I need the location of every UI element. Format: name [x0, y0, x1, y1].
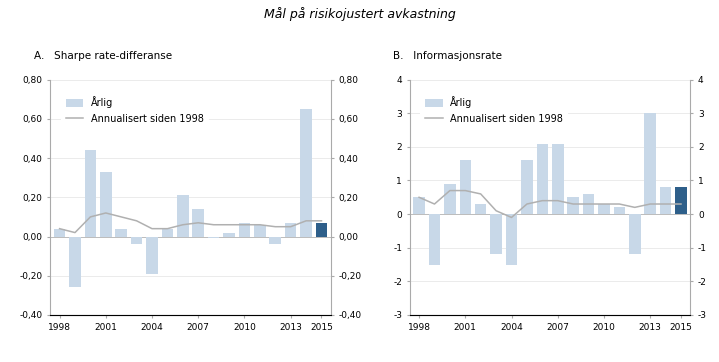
Bar — [413, 197, 425, 214]
Bar — [583, 194, 595, 214]
Bar — [613, 207, 625, 214]
Bar — [208, 236, 219, 239]
Bar — [475, 204, 487, 214]
Text: B.   Informasjonsrate: B. Informasjonsrate — [393, 51, 502, 61]
Legend: Årlig, Annualisert siden 1998: Årlig, Annualisert siden 1998 — [421, 92, 568, 129]
Bar — [444, 184, 456, 214]
Bar — [54, 229, 65, 236]
Bar — [162, 229, 173, 236]
Bar — [285, 223, 296, 236]
Bar — [116, 229, 127, 236]
Bar — [224, 233, 235, 236]
Bar — [505, 214, 517, 265]
Text: A.   Sharpe rate-differanse: A. Sharpe rate-differanse — [34, 51, 172, 61]
Bar — [536, 143, 548, 214]
Bar — [490, 214, 502, 254]
Bar — [521, 160, 533, 214]
Bar — [239, 223, 250, 236]
Bar — [100, 172, 111, 236]
Bar — [254, 225, 265, 236]
Bar — [270, 236, 281, 244]
Bar — [598, 204, 610, 214]
Bar — [301, 109, 312, 236]
Bar — [629, 214, 641, 254]
Legend: Årlig, Annualisert siden 1998: Årlig, Annualisert siden 1998 — [61, 92, 209, 129]
Bar — [69, 236, 81, 287]
Text: Mål på risikojustert avkastning: Mål på risikojustert avkastning — [264, 7, 455, 21]
Bar — [675, 187, 687, 214]
Bar — [429, 214, 440, 265]
Bar — [644, 113, 656, 214]
Bar — [459, 160, 471, 214]
Bar — [316, 223, 327, 236]
Bar — [85, 150, 96, 236]
Bar — [193, 209, 204, 236]
Bar — [660, 187, 672, 214]
Bar — [131, 236, 142, 244]
Bar — [146, 236, 157, 274]
Bar — [552, 143, 564, 214]
Bar — [177, 195, 188, 236]
Bar — [567, 197, 579, 214]
